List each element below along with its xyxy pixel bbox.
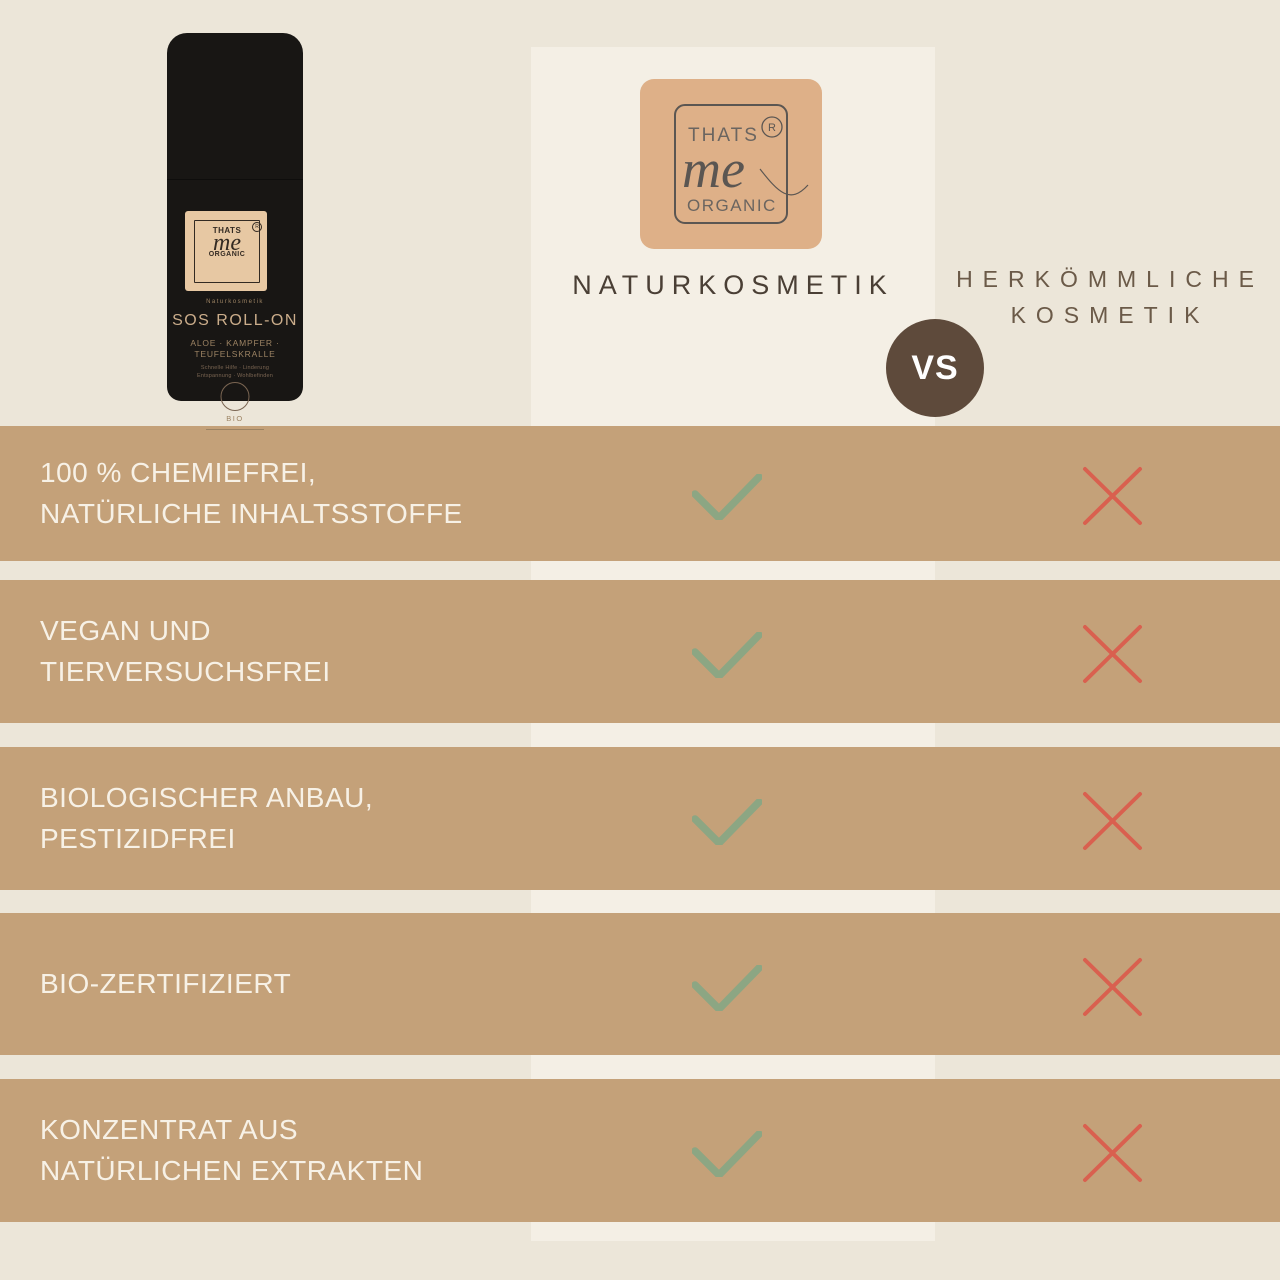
svg-text:me: me: [682, 139, 745, 199]
svg-text:ORGANIC: ORGANIC: [687, 196, 777, 215]
svg-text:R: R: [768, 122, 776, 134]
